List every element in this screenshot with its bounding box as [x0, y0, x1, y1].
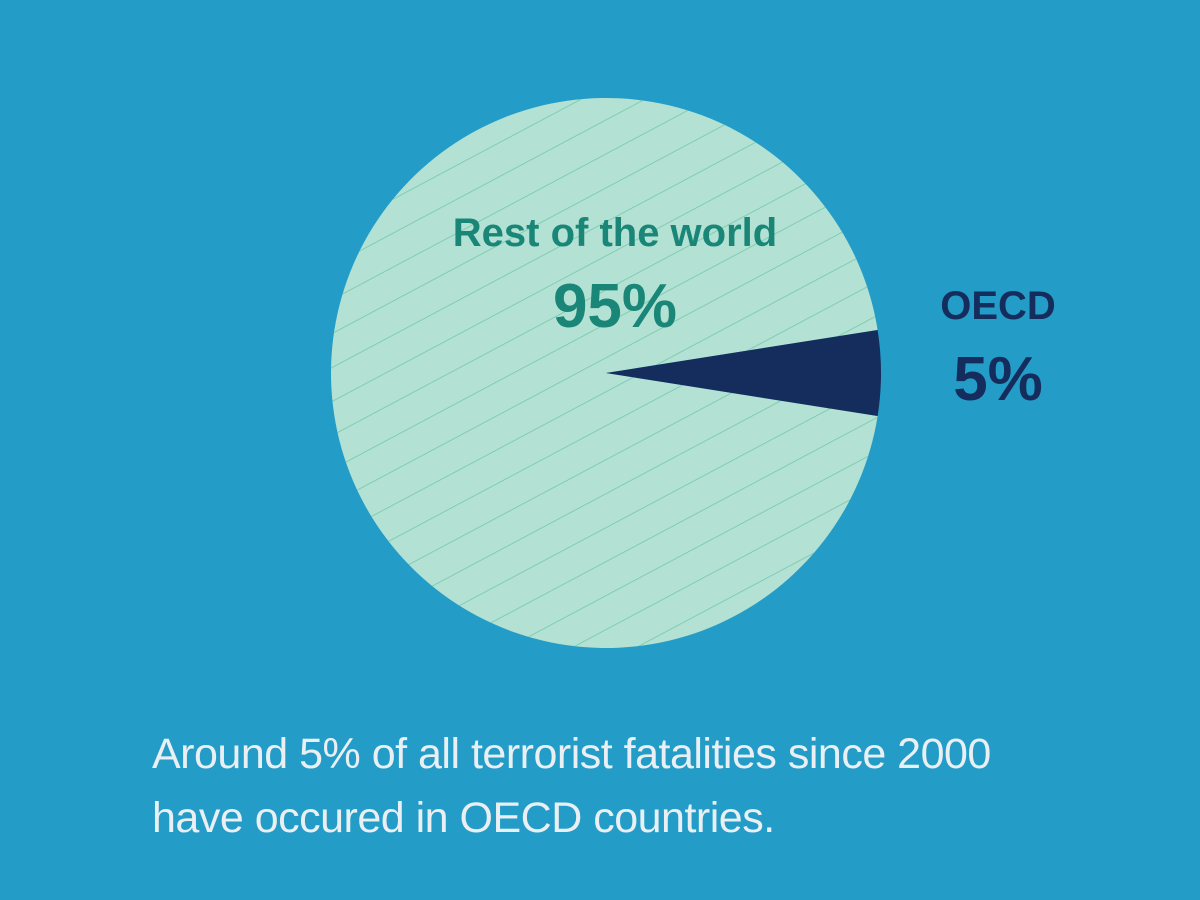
pie	[330, 98, 881, 648]
pie-labels: Rest of the world 95% OECD 5%	[453, 211, 1056, 414]
slice-name: Rest of the world	[453, 211, 777, 255]
slice-name: OECD	[940, 284, 1056, 328]
pie-slice	[606, 329, 881, 417]
chart: Rest of the world 95% OECD 5%	[330, 98, 1056, 648]
value-label: 95%	[553, 272, 677, 341]
caption: Around 5% of all terrorist fatalities si…	[152, 730, 991, 842]
value-label: 5%	[953, 345, 1043, 414]
